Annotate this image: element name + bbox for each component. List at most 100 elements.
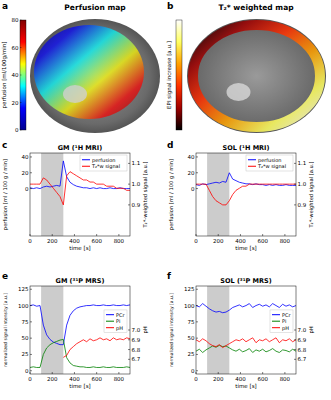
y2-tick-label: 1.1 xyxy=(298,160,307,166)
y-tick xyxy=(196,305,198,306)
y2-tick-label: 1.0 xyxy=(132,181,141,187)
x-tick xyxy=(96,234,97,236)
x-tick-label: 200 xyxy=(213,376,224,382)
y2-label: pH xyxy=(142,326,149,333)
title: SOL (¹H MRI) xyxy=(223,144,270,152)
legend-swatch xyxy=(248,166,256,167)
legend-box xyxy=(270,310,293,333)
y-tick xyxy=(196,188,198,189)
y-tick xyxy=(30,289,32,290)
tick xyxy=(20,75,22,76)
y-tick-label: 40 xyxy=(22,154,29,160)
x-tick-label: 400 xyxy=(235,238,246,244)
y2-tick xyxy=(294,184,296,185)
y2-tick xyxy=(294,359,296,360)
x-tick xyxy=(218,234,219,236)
legend-swatch xyxy=(272,327,280,328)
legend-box xyxy=(104,310,127,333)
image-bone xyxy=(63,85,87,103)
tick-label: 0 xyxy=(15,127,19,133)
series-line xyxy=(30,339,130,367)
x-tick-label: 200 xyxy=(47,376,58,382)
y-label: perfusion [ml / 100 g / min] xyxy=(2,159,9,230)
y-tick xyxy=(196,338,198,339)
y2-tick-label: 7.0 xyxy=(298,327,307,333)
y2-tick xyxy=(294,339,296,340)
y2-tick-label: 0.9 xyxy=(298,202,307,208)
y2-tick-label: 6.8 xyxy=(298,347,307,353)
x-tick-label: 800 xyxy=(280,376,291,382)
y-tick xyxy=(30,370,32,371)
legend-box xyxy=(80,155,127,171)
y-tick xyxy=(196,370,198,371)
plot-background xyxy=(196,153,296,236)
y-tick xyxy=(30,321,32,322)
y-tick-label: 20 xyxy=(188,170,195,176)
x-tick-label: 800 xyxy=(114,376,125,382)
y2-tick xyxy=(294,163,296,164)
legend: perfusionT₂*w signal xyxy=(80,155,127,171)
legend-swatch xyxy=(82,159,90,160)
y-tick-label: 75 xyxy=(22,319,29,325)
image-bone xyxy=(227,83,251,101)
colorbar-label: perfusion [ml/100g/min] xyxy=(1,42,8,109)
panel-letter: d xyxy=(167,140,173,150)
y-tick-label: 100 xyxy=(184,303,195,309)
y-tick-label: 25 xyxy=(22,351,29,357)
plot-area xyxy=(30,153,130,236)
span xyxy=(41,286,63,374)
x-tick-label: 0 xyxy=(194,376,198,382)
x-tick xyxy=(240,372,241,374)
legend-label: PCr xyxy=(282,312,292,318)
plot-background xyxy=(30,153,130,236)
x-tick xyxy=(74,234,75,236)
legend-label: Pi xyxy=(116,318,120,324)
y2-tick xyxy=(128,359,130,360)
span xyxy=(207,153,229,236)
tick-label: 60 xyxy=(12,45,19,51)
y-tick-label: 25 xyxy=(188,351,195,357)
legend-swatch xyxy=(82,166,90,167)
x-tick-label: 400 xyxy=(235,376,246,382)
x-tick xyxy=(118,372,119,374)
plot-background xyxy=(196,286,296,374)
plot-background xyxy=(30,286,130,374)
x-tick xyxy=(96,372,97,374)
legend-label: Pi xyxy=(282,318,286,324)
y2-tick-label: 0.9 xyxy=(132,202,141,208)
legend-label: T₂*w signal xyxy=(257,163,286,170)
legend-label: pH xyxy=(282,325,289,332)
y2-tick xyxy=(128,184,130,185)
plot-area xyxy=(196,153,296,236)
y-label: perfusion [ml / 100 g / min] xyxy=(168,159,175,230)
series-line xyxy=(63,338,130,358)
series-line xyxy=(30,172,130,205)
span xyxy=(41,153,63,236)
x-tick xyxy=(118,234,119,236)
legend-swatch xyxy=(106,327,114,328)
y-tick-label: 0 xyxy=(25,186,29,192)
tick xyxy=(20,20,22,21)
legend: perfusionT₂*w signal xyxy=(246,155,293,171)
x-tick-label: 0 xyxy=(28,376,32,382)
x-tick xyxy=(74,372,75,374)
y2-tick xyxy=(128,349,130,350)
y-tick-label: 50 xyxy=(188,335,195,341)
title: T₂* weighted map xyxy=(218,3,294,12)
x-tick xyxy=(218,372,219,374)
x-tick xyxy=(262,372,263,374)
panel-letter: c xyxy=(2,140,7,150)
y2-tick xyxy=(294,204,296,205)
frame xyxy=(196,286,296,374)
legend-swatch xyxy=(248,159,256,160)
x-tick-label: 0 xyxy=(194,238,198,244)
y-tick-label: 125 xyxy=(184,286,195,292)
x-tick-label: 800 xyxy=(114,238,125,244)
x-label: time [s] xyxy=(69,383,90,389)
image-overlay xyxy=(193,25,320,127)
y2-label: T₂*-weighted signal [a.u.] xyxy=(142,161,149,228)
x-tick-label: 200 xyxy=(47,238,58,244)
y-tick-label: 100 xyxy=(18,303,29,309)
legend-swatch xyxy=(106,321,114,322)
span xyxy=(207,286,229,374)
